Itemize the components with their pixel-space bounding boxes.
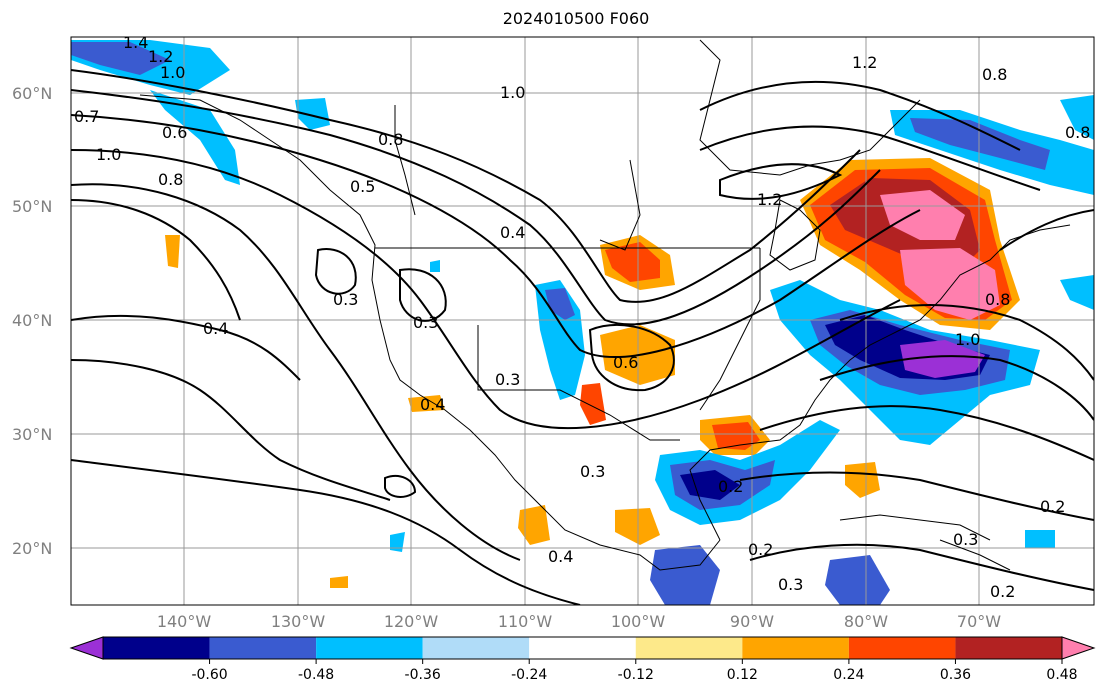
lat-label: 20°N: [12, 539, 52, 558]
colorbar-segment: [848, 637, 956, 659]
colorbar-segment: [103, 637, 210, 659]
lon-label: 130°W: [271, 612, 326, 631]
contour-label: 0.4: [548, 547, 573, 566]
contour-label: 0.4: [420, 395, 445, 414]
lat-label: 60°N: [12, 84, 52, 103]
colorbar-segment: [635, 637, 743, 659]
colorbar-tick-label: -0.48: [298, 667, 334, 683]
contour-label: 0.4: [500, 223, 525, 242]
contour-label: 0.3: [953, 530, 978, 549]
lon-label: 110°W: [498, 612, 553, 631]
contour-label: 0.3: [333, 290, 358, 309]
contour-label: 1.0: [955, 330, 980, 349]
contour-label: 1.4: [123, 33, 148, 52]
lon-label: 80°W: [844, 612, 888, 631]
lon-label: 100°W: [611, 612, 666, 631]
lat-label: 30°N: [12, 425, 52, 444]
contour-label-group: 1.4 1.2 1.0 0.7 0.6 0.8 1.0 0.8 1.0 1.2 …: [74, 33, 1090, 601]
contour-label: 1.0: [96, 145, 121, 164]
contour-label: 0.3: [778, 575, 803, 594]
longitude-labels: 140°W 130°W 120°W 110°W 100°W 90°W 80°W …: [157, 612, 1001, 631]
contour-label: 0.3: [413, 313, 438, 332]
contour-lines: [71, 69, 1094, 605]
map-title: 2024010500 F060: [502, 9, 650, 28]
contour-label: 0.3: [580, 462, 605, 481]
contour-label: 0.2: [748, 540, 773, 559]
colorbar-segment: [316, 637, 423, 659]
lat-label: 50°N: [12, 197, 52, 216]
colorbar-tick-label: -0.24: [511, 667, 547, 683]
lat-label: 40°N: [12, 311, 52, 330]
coastlines: [139, 39, 1071, 571]
contour-label: 1.0: [500, 83, 525, 102]
contour-label: 0.7: [74, 107, 99, 126]
colorbar-border: [102, 636, 1063, 660]
colorbar-segment: [209, 637, 317, 659]
contour-label: 0.5: [350, 177, 375, 196]
contour-label: 0.2: [990, 582, 1015, 601]
latitude-labels: 60°N 50°N 40°N 30°N 20°N: [12, 84, 52, 558]
colorbar-tick-label: -0.36: [405, 667, 441, 683]
colorbar-extend-max: [1061, 636, 1096, 660]
lon-label: 70°W: [957, 612, 1001, 631]
contour-label: 0.8: [1065, 123, 1090, 142]
contour-label: 1.2: [852, 53, 877, 72]
contour-label: 0.3: [495, 370, 520, 389]
contour-label: 0.2: [718, 477, 743, 496]
colorbar-segment: [529, 637, 636, 659]
lon-label: 90°W: [730, 612, 774, 631]
contour-label: 0.8: [158, 170, 183, 189]
colorbar-tick-label: 0.12: [727, 667, 758, 683]
colorbar-segment: [422, 637, 530, 659]
contour-label: 1.0: [160, 63, 185, 82]
colorbar-tick-label: -0.60: [191, 667, 227, 683]
contour-label: 0.6: [613, 353, 638, 372]
colorbar-extend-min: [69, 636, 104, 660]
contour-label: 1.2: [148, 47, 173, 66]
contour-label: 0.8: [378, 130, 403, 149]
map-border: [70, 36, 1095, 606]
colorbar-tick-label: -0.12: [618, 667, 654, 683]
colorbar-tick-label: 0.36: [940, 667, 971, 683]
colorbar-segment: [955, 637, 1062, 659]
colorbar: -0.60 -0.48 -0.36 -0.24 -0.12 0.12 0.24 0.36 0.4…: [69, 636, 1096, 683]
colorbar-segment: [742, 637, 849, 659]
lon-label: 140°W: [157, 612, 212, 631]
contour-label: 0.6: [162, 123, 187, 142]
contour-label: 1.2: [757, 190, 782, 209]
lon-label: 120°W: [384, 612, 439, 631]
colorbar-tick-label: 0.24: [833, 667, 864, 683]
contour-label: 0.8: [985, 290, 1010, 309]
contour-label: 0.2: [1040, 497, 1065, 516]
colorbar-tick-label: 0.48: [1046, 667, 1077, 683]
contour-label: 0.8: [982, 65, 1007, 84]
contour-label: 0.4: [203, 319, 228, 338]
